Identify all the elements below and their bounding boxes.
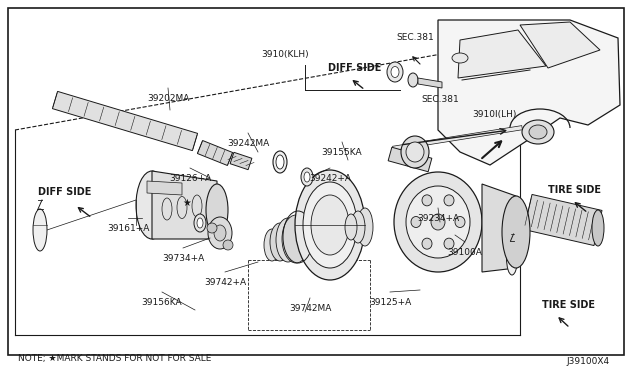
Text: 39161+A: 39161+A <box>107 224 149 233</box>
Circle shape <box>223 240 233 250</box>
Ellipse shape <box>408 73 418 87</box>
Text: 39242+A: 39242+A <box>309 174 351 183</box>
Text: 39742MA: 39742MA <box>289 304 331 313</box>
Text: 39100A: 39100A <box>447 248 483 257</box>
Ellipse shape <box>411 217 421 228</box>
Ellipse shape <box>273 151 287 173</box>
Polygon shape <box>520 22 600 68</box>
Text: 39126+A: 39126+A <box>169 174 211 183</box>
Text: 3910(KLH): 3910(KLH) <box>261 51 309 60</box>
Text: DIFF SIDE: DIFF SIDE <box>38 187 92 197</box>
Polygon shape <box>418 78 442 88</box>
Ellipse shape <box>345 214 357 240</box>
Text: 3910l(LH): 3910l(LH) <box>472 109 516 119</box>
Text: 39202MA: 39202MA <box>147 94 189 103</box>
Ellipse shape <box>394 172 482 272</box>
Text: ★: ★ <box>182 198 191 208</box>
Polygon shape <box>482 184 516 272</box>
Ellipse shape <box>357 208 373 246</box>
Ellipse shape <box>444 195 454 206</box>
Ellipse shape <box>311 195 349 255</box>
Text: SEC.381: SEC.381 <box>396 33 434 42</box>
Ellipse shape <box>529 125 547 139</box>
Text: TIRE SIDE: TIRE SIDE <box>548 185 602 195</box>
Ellipse shape <box>455 217 465 228</box>
Text: DIFF SIDE: DIFF SIDE <box>328 63 381 73</box>
Polygon shape <box>458 30 546 78</box>
Ellipse shape <box>406 142 424 162</box>
Ellipse shape <box>502 196 530 268</box>
Ellipse shape <box>522 120 554 144</box>
Text: 39242MA: 39242MA <box>227 139 269 148</box>
Ellipse shape <box>406 186 470 258</box>
Text: J39100X4: J39100X4 <box>567 357 610 366</box>
Ellipse shape <box>214 225 226 241</box>
Polygon shape <box>438 20 620 165</box>
Ellipse shape <box>401 136 429 168</box>
Ellipse shape <box>136 171 168 239</box>
Polygon shape <box>152 171 217 239</box>
Ellipse shape <box>206 184 228 236</box>
Polygon shape <box>388 147 432 172</box>
Circle shape <box>207 223 217 233</box>
Ellipse shape <box>304 172 310 182</box>
Ellipse shape <box>431 214 445 230</box>
Ellipse shape <box>295 170 365 280</box>
Ellipse shape <box>422 238 432 249</box>
Polygon shape <box>197 141 232 166</box>
Ellipse shape <box>444 238 454 249</box>
Text: 39234+A: 39234+A <box>417 214 459 223</box>
Text: 39734+A: 39734+A <box>162 254 204 263</box>
Text: 39155KA: 39155KA <box>322 148 362 157</box>
Ellipse shape <box>452 53 468 63</box>
Text: NOTE; ★MARK STANDS FOR NOT FOR SALE: NOTE; ★MARK STANDS FOR NOT FOR SALE <box>18 353 211 362</box>
Ellipse shape <box>270 223 290 261</box>
Ellipse shape <box>264 229 280 261</box>
Text: 39125+A: 39125+A <box>369 298 411 307</box>
Ellipse shape <box>301 168 313 186</box>
Ellipse shape <box>282 215 310 263</box>
Text: SEC.381: SEC.381 <box>421 96 459 105</box>
Polygon shape <box>52 92 198 151</box>
Ellipse shape <box>303 182 357 268</box>
Text: TIRE SIDE: TIRE SIDE <box>541 300 595 310</box>
Polygon shape <box>524 195 602 246</box>
Polygon shape <box>147 181 182 195</box>
Polygon shape <box>230 152 252 170</box>
Text: 39156KA: 39156KA <box>141 298 182 307</box>
Ellipse shape <box>506 241 518 275</box>
Ellipse shape <box>197 218 203 228</box>
Ellipse shape <box>208 217 232 249</box>
Ellipse shape <box>422 195 432 206</box>
Ellipse shape <box>592 210 604 246</box>
Ellipse shape <box>387 62 403 82</box>
Ellipse shape <box>276 218 300 262</box>
Ellipse shape <box>33 209 47 251</box>
Ellipse shape <box>351 211 365 243</box>
Ellipse shape <box>391 67 399 77</box>
Text: 39742+A: 39742+A <box>204 278 246 287</box>
Ellipse shape <box>276 155 284 169</box>
Ellipse shape <box>194 214 206 232</box>
